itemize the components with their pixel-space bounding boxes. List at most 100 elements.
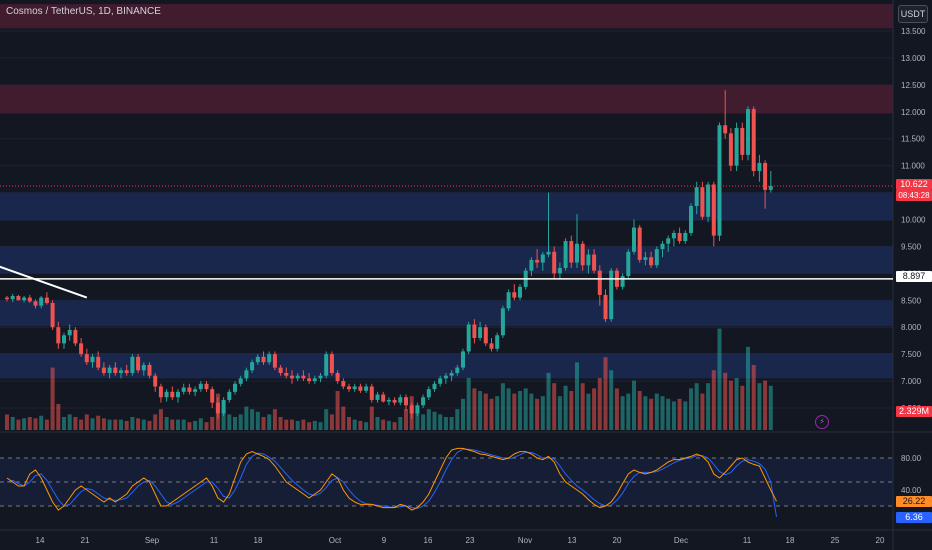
volume-bar [620,396,625,430]
volume-bar [204,422,209,430]
volume-bar [119,419,123,430]
volume-bar [421,414,426,430]
volume-bar [637,391,642,430]
candle-body [39,297,44,306]
volume-bar [478,391,483,430]
volume-bar [221,409,226,430]
volume-bar [734,378,739,430]
volume-bar [666,398,671,430]
candle-body [181,387,186,392]
volume-bar [580,383,585,430]
volume-bar [198,418,203,430]
lightning-icon[interactable]: ⚡ [815,415,829,429]
volume-bar [375,417,380,430]
volume-bar [113,419,118,430]
candle-body [512,292,517,298]
stoch-k-tag: 26.22 [896,496,932,507]
volume-bar [347,417,351,430]
candle-body [751,109,756,172]
time-tick-label: 20 [876,536,885,545]
volume-bar [147,420,152,430]
time-tick-label: 11 [210,536,219,545]
price-tick-label: 12.000 [901,108,926,117]
candle-body [666,238,671,244]
time-tick-label: 16 [424,536,433,545]
candle-body [141,364,146,371]
volume-bar [609,370,614,430]
volume-bar [307,422,312,430]
volume-bar [643,396,648,430]
volume-bar [597,378,602,430]
resistance-zone [0,4,893,29]
candle-body [147,364,152,376]
candle-body [73,329,78,344]
candle-body [706,184,711,217]
candle-body [375,394,380,400]
volume-bar [483,393,488,430]
volume-bar [683,401,688,430]
volume-bar [529,393,534,430]
volume-bar [706,383,711,430]
volume-bar [210,417,215,430]
volume-bar [284,419,289,430]
candle-body [569,241,574,263]
time-tick-label: 18 [786,536,795,545]
candle-body [415,405,420,414]
candle-body [119,370,123,373]
candle-body [312,378,317,382]
candle-body [272,354,277,368]
volume-bar [432,411,437,430]
volume-bar [164,417,169,430]
volume-bar [728,380,733,430]
candle-body [84,354,89,363]
volume-bar [90,418,95,430]
volume-bar [518,391,522,430]
time-tick-label: Dec [674,536,688,545]
volume-bar [592,388,597,430]
volume-bar [301,419,306,430]
candle-body [746,109,750,155]
candle-body [5,297,9,300]
candle-body [16,295,21,301]
volume-bar [312,420,317,430]
support-zone [0,192,893,221]
price-tick-label: 11.000 [901,162,925,171]
volume-bar [101,418,106,430]
price-tick-label: 8.000 [901,323,922,332]
candle-body [398,397,403,403]
candle-body [768,186,773,190]
currency-button[interactable]: USDT [898,5,928,23]
volume-bar [324,409,329,430]
candle-body [586,254,591,266]
price-tick-label: 10.000 [901,216,926,225]
candle-body [56,327,61,344]
candle-body [96,356,101,368]
volume-bar [500,383,505,430]
candle-body [449,372,454,376]
volume-bar [233,417,237,430]
volume-bar [335,391,340,430]
candle-body [244,370,249,379]
candle-body [124,370,129,373]
candle-body [711,184,716,236]
candle-body [90,356,95,363]
candle-body [164,391,169,398]
price-tick-label: 8.500 [901,296,922,305]
volume-bar [552,383,557,430]
candle-body [170,391,175,398]
candle-body [22,297,27,301]
volume-bar [763,380,768,430]
candle-body [466,324,471,352]
volume-bar [443,417,448,430]
candle-body [478,327,483,338]
volume-bar [751,365,756,430]
candle-body [204,383,209,390]
volume-bar [261,417,266,430]
candle-body [421,397,426,406]
candle-body [620,276,625,287]
price-tick-label: 11.500 [901,135,925,144]
price-tick-label: 13.500 [901,27,926,36]
volume-bar [660,396,665,430]
candle-body [694,187,699,207]
